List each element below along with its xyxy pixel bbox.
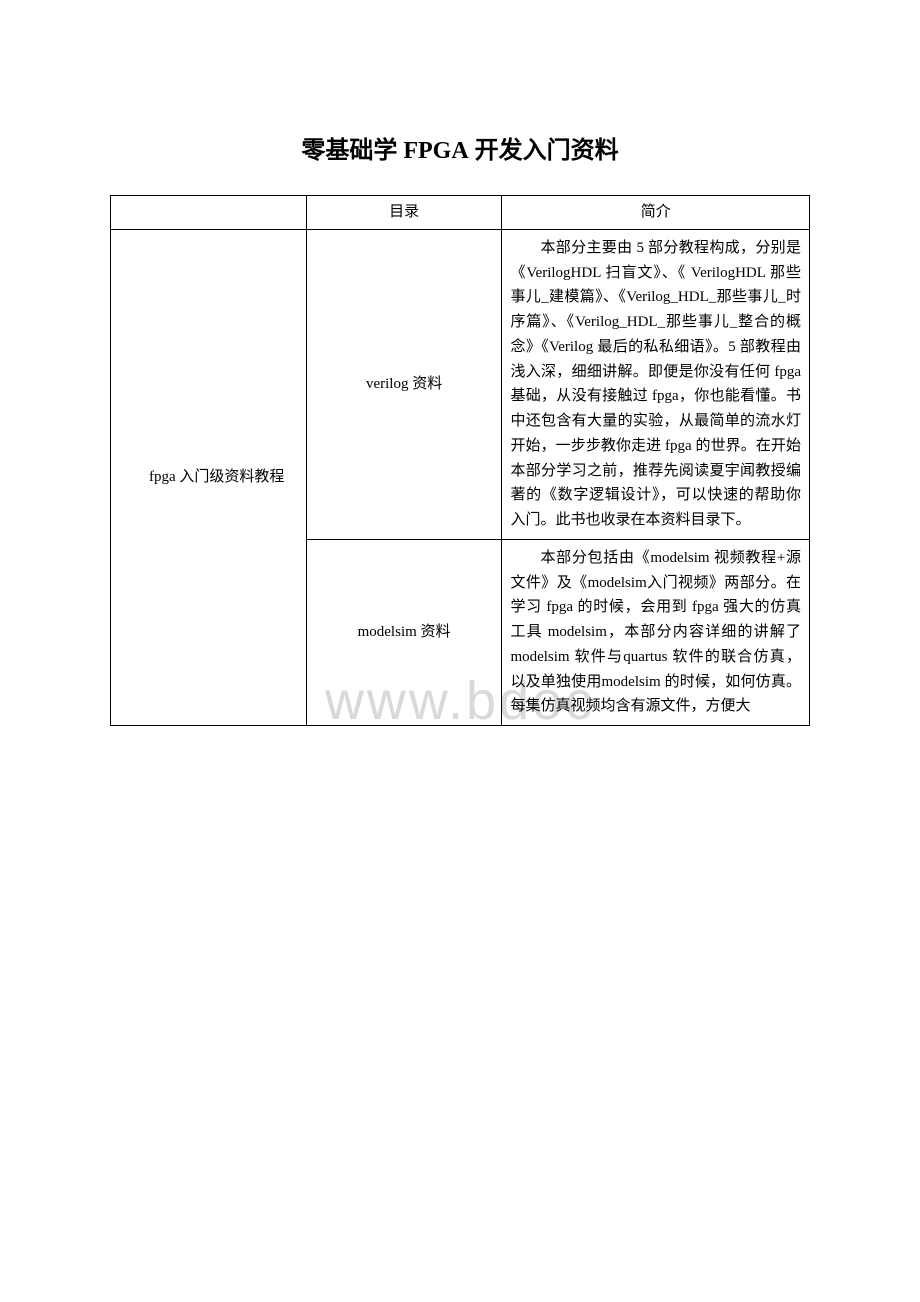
description-cell: 本部分主要由 5 部分教程构成，分别是《VerilogHDL 扫盲文》、《 Ve…: [502, 229, 810, 539]
title-prefix: 零基础学: [301, 138, 403, 164]
page-title: 零基础学 FPGA 开发入门资料: [110, 130, 810, 165]
document-content: 零基础学 FPGA 开发入门资料 目录 简介 fpga 入门级资料教程 veri…: [110, 130, 810, 726]
header-toc: 目录: [306, 196, 502, 230]
description-cell: 本部分包括由《modelsim 视频教程+源文件》及《modelsim入门视频》…: [502, 539, 810, 725]
table-header-row: 目录 简介: [111, 196, 810, 230]
subcategory-cell: modelsim 资料: [306, 539, 502, 725]
title-suffix: 开发入门资料: [469, 138, 619, 164]
header-empty: [111, 196, 307, 230]
materials-table: 目录 简介 fpga 入门级资料教程 verilog 资料 本部分主要由 5 部…: [110, 195, 810, 726]
title-en: FPGA: [403, 138, 468, 164]
table-row: fpga 入门级资料教程 verilog 资料 本部分主要由 5 部分教程构成，…: [111, 229, 810, 539]
category-cell: fpga 入门级资料教程: [111, 229, 307, 725]
header-intro: 简介: [502, 196, 810, 230]
subcategory-cell: verilog 资料: [306, 229, 502, 539]
